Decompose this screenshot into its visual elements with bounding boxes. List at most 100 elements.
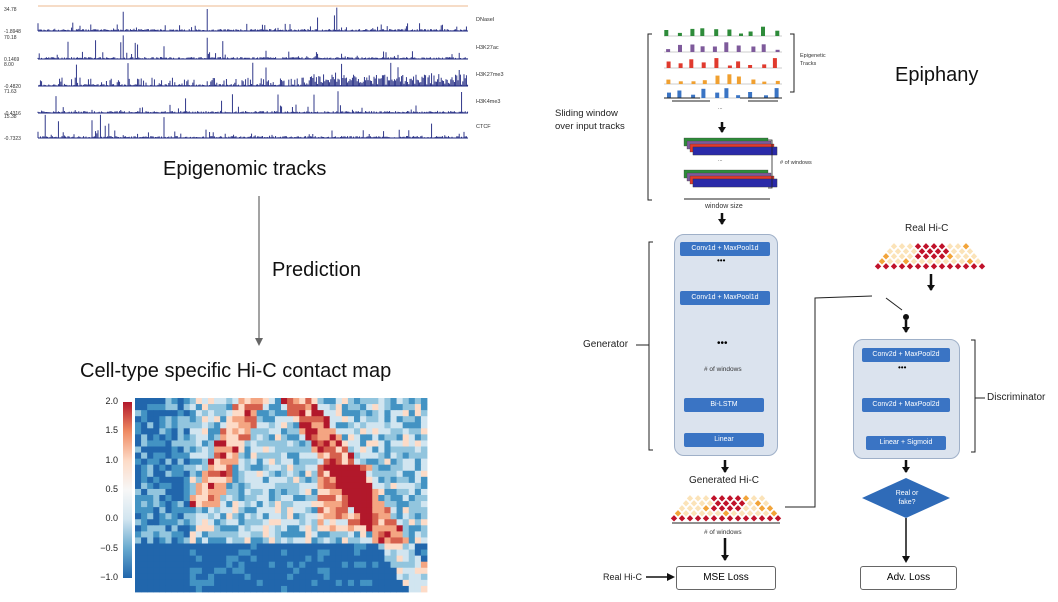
hic-cell xyxy=(256,464,264,472)
hic-cell xyxy=(214,519,221,526)
hic-cell xyxy=(347,398,355,405)
hic-cell xyxy=(335,464,343,472)
hic-cell xyxy=(159,416,166,423)
hic-cell-diamond xyxy=(962,253,970,260)
hic-cell xyxy=(378,531,385,538)
hic-cell xyxy=(390,410,397,417)
hic-cell xyxy=(323,488,331,496)
hic-cell xyxy=(420,531,428,538)
hic-cell xyxy=(341,476,349,484)
hic-cell xyxy=(177,579,185,587)
hic-cell xyxy=(378,513,385,520)
hic-cell xyxy=(250,549,258,557)
hic-cell xyxy=(402,470,410,478)
hic-cell xyxy=(244,579,251,587)
hic-cell xyxy=(171,482,178,490)
hic-cell xyxy=(402,452,410,460)
hic-cell xyxy=(293,531,300,538)
hic-cell xyxy=(159,519,166,526)
hic-cell xyxy=(165,555,172,563)
hic-cell xyxy=(208,452,215,460)
hic-cell xyxy=(299,440,306,447)
hic-cell xyxy=(159,452,166,460)
hic-cell xyxy=(287,428,294,435)
hic-cell xyxy=(183,561,191,569)
hic-cell xyxy=(244,549,251,557)
hic-cell xyxy=(183,543,191,550)
hic-cell xyxy=(372,531,379,538)
hic-cell xyxy=(256,507,264,514)
hic-cell xyxy=(262,404,270,411)
hic-cell xyxy=(311,531,318,538)
hic-cell xyxy=(274,525,282,532)
hic-cell xyxy=(281,446,288,453)
hic-cell xyxy=(390,464,397,472)
hic-cell xyxy=(171,555,178,563)
hic-cell xyxy=(147,452,154,460)
hic-cell xyxy=(335,458,343,466)
hic-cell xyxy=(402,428,410,435)
hic-cell xyxy=(189,573,197,581)
hic-cell xyxy=(378,464,385,472)
hic-cell xyxy=(171,525,178,532)
hic-cell xyxy=(153,458,160,466)
hic-cell xyxy=(201,398,209,405)
hic-cell xyxy=(262,464,270,472)
hic-cell xyxy=(354,488,361,496)
hic-cell xyxy=(396,561,404,569)
hic-cell xyxy=(189,422,197,429)
hic-cell xyxy=(341,561,349,569)
hic-cell xyxy=(232,470,239,478)
hic-cell xyxy=(135,567,142,575)
hic-cell xyxy=(408,531,416,538)
hic-cell xyxy=(305,567,312,575)
hic-cell xyxy=(195,422,203,429)
hic-cell xyxy=(299,555,306,563)
hic-cell xyxy=(293,561,300,569)
hic-cell xyxy=(414,398,422,405)
hic-cell xyxy=(262,434,270,441)
hic-cell xyxy=(189,555,197,563)
hic-cell xyxy=(220,537,227,544)
hic-cell xyxy=(274,495,282,502)
hic-cell xyxy=(335,446,343,453)
hic-cell xyxy=(281,561,288,569)
hic-cell xyxy=(384,495,391,502)
switch-dot xyxy=(903,314,909,320)
hic-cell xyxy=(189,495,197,502)
hic-cell xyxy=(360,567,367,575)
hic-cell xyxy=(335,537,343,544)
hic-cell xyxy=(323,428,331,435)
hic-cell xyxy=(195,555,203,563)
hic-cell xyxy=(208,573,215,581)
hic-cell-diamond xyxy=(674,510,682,517)
hic-cell xyxy=(165,495,172,502)
hic-cell-diamond xyxy=(706,510,714,517)
hic-cell xyxy=(274,428,282,435)
hic-cell xyxy=(183,495,191,502)
hic-cell xyxy=(335,573,343,581)
hic-cell xyxy=(171,513,178,520)
colorbar-tick-label: −1.0 xyxy=(100,572,118,582)
hic-cell xyxy=(299,452,306,460)
hic-cell xyxy=(287,507,294,514)
hic-cell xyxy=(396,501,404,508)
hic-cell xyxy=(420,464,428,472)
hic-cell xyxy=(341,531,349,538)
hic-cell xyxy=(360,470,367,478)
hic-cell-diamond xyxy=(734,495,742,502)
hic-cell-diamond xyxy=(686,515,694,522)
hic-cell xyxy=(384,434,391,441)
hic-cell xyxy=(183,507,191,514)
hic-cell xyxy=(268,464,276,472)
hic-cell xyxy=(287,525,294,532)
hic-cell xyxy=(135,549,142,557)
hic-cell xyxy=(366,452,373,460)
hic-cell xyxy=(420,428,428,435)
hic-cell xyxy=(256,488,264,496)
mini-track-peak xyxy=(774,88,779,98)
track-max: 34.78 xyxy=(4,7,17,13)
hic-cell xyxy=(250,495,258,502)
hic-cell xyxy=(360,428,367,435)
hic-cell xyxy=(390,567,397,575)
